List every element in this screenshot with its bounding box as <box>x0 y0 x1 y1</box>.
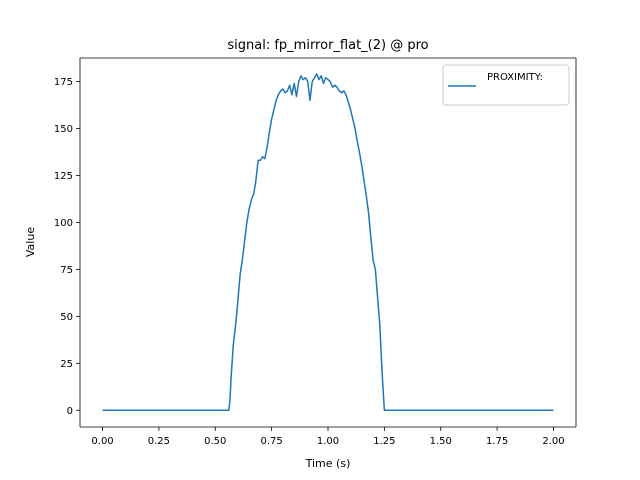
x-axis-ticks: 0.00 0.25 0.50 0.75 1.00 1.25 1.50 1.75 2.00 <box>91 427 565 447</box>
y-tick-label: 50 <box>60 312 73 323</box>
y-tick-label: 175 <box>54 77 73 88</box>
chart-title: signal: fp_mirror_flat_(2) @ pro <box>227 38 428 53</box>
series-line-0 <box>102 73 554 412</box>
legend-box <box>442 64 570 106</box>
y-tick-label: 0 <box>67 406 73 417</box>
x-tick-label: 0.50 <box>204 436 226 447</box>
legend: PROXIMITY: <box>442 64 570 106</box>
y-tick-label: 125 <box>54 171 73 182</box>
y-tick-label: 150 <box>54 124 73 135</box>
y-axis-label: Value <box>24 227 37 257</box>
x-tick-label: 2.00 <box>542 436 564 447</box>
x-tick-label: 0.25 <box>148 436 170 447</box>
x-tick-label: 1.00 <box>317 436 339 447</box>
x-tick-label: 0.75 <box>261 436 283 447</box>
legend-label: PROXIMITY: <box>487 72 543 83</box>
plot-area <box>80 58 576 427</box>
y-tick-label: 100 <box>54 218 73 229</box>
x-tick-label: 1.25 <box>373 436 395 447</box>
y-tick-label: 25 <box>60 359 73 370</box>
y-tick-label: 75 <box>60 265 73 276</box>
x-tick-label: 1.50 <box>430 436 452 447</box>
x-tick-label: 0.00 <box>91 436 113 447</box>
y-axis-ticks: 0 25 50 75 100 125 150 175 <box>54 77 80 417</box>
x-tick-label: 1.75 <box>486 436 508 447</box>
series-layer <box>102 73 554 412</box>
x-axis-label: Time (s) <box>305 457 351 470</box>
